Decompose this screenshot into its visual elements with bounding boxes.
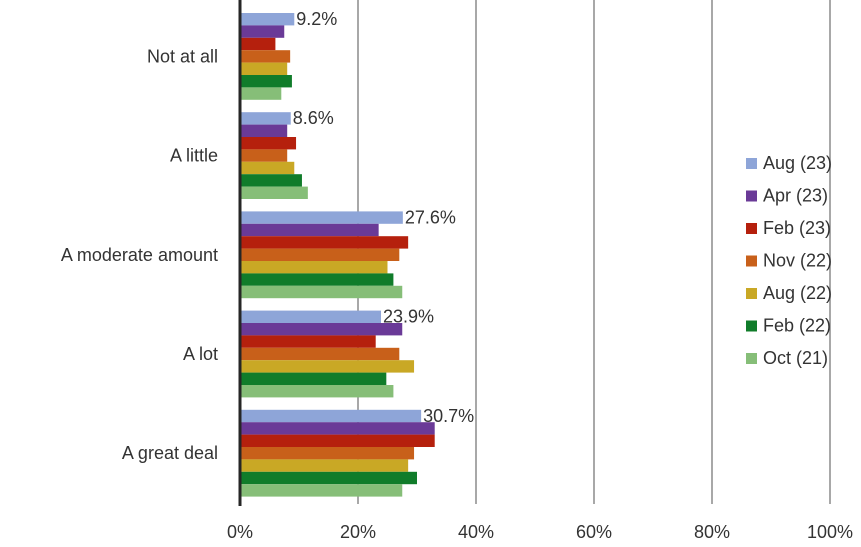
category-labels: Not at all A little A moderate amount A lot… <box>61 46 218 463</box>
bar <box>240 248 400 261</box>
data-label: 8.6% <box>293 108 334 128</box>
category-label: A great deal <box>122 443 218 463</box>
bar <box>240 161 295 175</box>
bar <box>240 62 288 75</box>
bar <box>240 310 382 323</box>
bar <box>240 236 409 249</box>
bar <box>240 285 403 299</box>
bar <box>240 323 403 336</box>
bar <box>240 409 422 423</box>
bar <box>240 360 415 373</box>
x-tick-label: 20% <box>340 522 376 542</box>
x-axis-tick-labels: 0% 20% 40% 60% 80% 100% <box>227 522 853 542</box>
bar <box>240 434 435 447</box>
category-label: A moderate amount <box>61 245 218 265</box>
bar <box>240 484 403 497</box>
bar <box>240 50 291 63</box>
bar <box>240 261 388 274</box>
data-labels: 9.2% 8.6% 27.6% 23.9% 30.7% <box>293 9 474 426</box>
x-tick-label: 40% <box>458 522 494 542</box>
bar <box>240 75 292 88</box>
legend-swatch <box>746 288 757 299</box>
x-tick-label: 80% <box>694 522 730 542</box>
legend-label: Apr (23) <box>763 186 828 206</box>
data-label: 23.9% <box>383 307 434 327</box>
bars <box>240 13 435 497</box>
legend-swatch <box>746 158 757 169</box>
category-label: A little <box>170 146 218 166</box>
bar <box>240 335 376 348</box>
bar <box>240 37 276 51</box>
bar <box>240 471 417 485</box>
legend-label: Nov (22) <box>763 251 832 271</box>
legend-swatch <box>746 353 757 364</box>
bar <box>240 223 379 237</box>
data-label: 27.6% <box>405 207 456 227</box>
bar <box>240 447 415 460</box>
bar <box>240 25 285 38</box>
legend: Aug (23) Apr (23) Feb (23) Nov (22) Aug (22)… <box>746 153 832 368</box>
data-label: 9.2% <box>296 9 337 29</box>
legend-swatch <box>746 255 757 267</box>
legend-label: Aug (22) <box>763 283 832 303</box>
data-label: 30.7% <box>423 406 474 426</box>
bar <box>240 372 387 385</box>
x-tick-label: 60% <box>576 522 612 542</box>
x-tick-label: 0% <box>227 522 253 542</box>
legend-label: Aug (23) <box>763 153 832 173</box>
bar <box>240 459 409 472</box>
bar <box>240 112 291 125</box>
x-tick-label: 100% <box>807 522 853 542</box>
bar <box>240 385 394 398</box>
bar <box>240 174 302 187</box>
bar <box>240 211 403 224</box>
bar <box>240 149 288 162</box>
bar <box>240 186 308 199</box>
bar <box>240 137 297 150</box>
legend-label: Feb (22) <box>763 316 831 336</box>
category-label: Not at all <box>147 46 218 66</box>
legend-swatch <box>746 223 757 234</box>
legend-label: Feb (23) <box>763 218 831 238</box>
bar <box>240 273 394 286</box>
bar <box>240 13 295 26</box>
legend-swatch <box>746 320 757 332</box>
legend-label: Oct (21) <box>763 348 828 368</box>
legend-swatch <box>746 190 757 202</box>
bar <box>240 87 282 100</box>
bar <box>240 422 435 435</box>
bar <box>240 124 288 137</box>
bar <box>240 347 400 361</box>
category-label: A lot <box>183 344 218 364</box>
